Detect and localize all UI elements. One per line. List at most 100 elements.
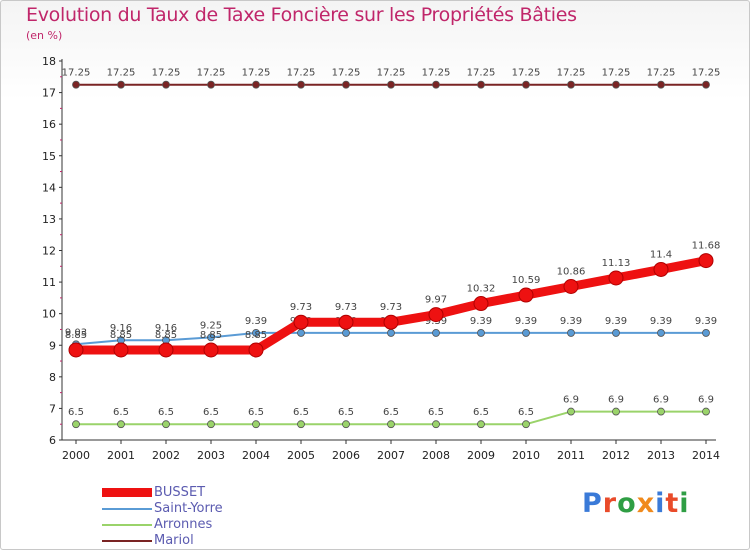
- y-tick-label: 6: [49, 434, 56, 447]
- data-point: [432, 329, 440, 337]
- data-point: [203, 342, 219, 358]
- legend-label: Mariol: [154, 533, 194, 548]
- data-label: 9.39: [560, 316, 582, 327]
- data-label: 6.5: [338, 407, 354, 418]
- data-label: 10.32: [467, 284, 496, 295]
- data-point: [608, 270, 624, 286]
- data-label: 17.25: [647, 68, 676, 79]
- x-tick-label: 2009: [467, 449, 495, 462]
- data-label: 6.5: [293, 407, 309, 418]
- data-point: [297, 420, 305, 429]
- x-tick-label: 2006: [332, 449, 360, 462]
- data-point: [207, 333, 215, 342]
- data-point: [702, 80, 710, 89]
- logo-letter: t: [665, 488, 680, 519]
- proxiti-logo: Proxiti: [582, 488, 690, 519]
- series-mariol: 17.25 17.25 17.25 17.25 17.25 17.25 17.25 17.25…: [62, 68, 721, 89]
- data-label: 17.25: [332, 68, 361, 79]
- data-point: [207, 420, 215, 429]
- y-tick-label: 10: [42, 308, 56, 321]
- y-tick-label: 18: [42, 55, 56, 68]
- logo-letter: i: [679, 488, 690, 519]
- data-label: 6.5: [248, 407, 264, 418]
- data-point: [162, 80, 170, 89]
- logo-letter: x: [636, 488, 656, 519]
- y-tick-label: 11: [42, 276, 56, 289]
- data-point: [72, 420, 80, 429]
- series-arronnes: 6.5 6.5 6.5 6.5 6.5 6.5 6.5 6.5 6.5 6.5 6.5 6.9 6.9 6…: [68, 395, 714, 429]
- data-label: 8.85: [245, 330, 267, 341]
- data-label: 6.9: [563, 395, 579, 406]
- y-tick-label: 9: [49, 339, 56, 352]
- data-label: 17.25: [377, 68, 406, 79]
- data-label: 17.25: [467, 68, 496, 79]
- data-label: 6.5: [203, 407, 219, 418]
- data-point: [477, 420, 485, 429]
- data-point: [297, 329, 305, 337]
- data-label: 17.25: [242, 68, 271, 79]
- data-label: 10.86: [557, 267, 586, 278]
- logo-letter: r: [602, 488, 618, 519]
- data-label: 6.5: [158, 407, 174, 418]
- legend-label: Arronnes: [154, 517, 213, 532]
- data-point: [428, 307, 444, 323]
- data-label: 9.39: [470, 316, 492, 327]
- data-label: 8.85: [155, 330, 177, 341]
- data-point: [612, 329, 620, 337]
- data-label: 9.03: [65, 327, 87, 338]
- data-label: 17.25: [152, 68, 181, 79]
- data-label: 9.73: [380, 302, 402, 313]
- data-label: 9.16: [155, 323, 177, 334]
- data-label: 17.25: [692, 68, 721, 79]
- data-label: 8.85: [110, 330, 132, 341]
- y-tick-label: 16: [42, 118, 56, 131]
- x-tick-label: 2008: [422, 449, 450, 462]
- data-label: 9.16: [110, 323, 132, 334]
- logo-letter: i: [655, 488, 666, 519]
- data-point: [653, 261, 669, 277]
- x-tick-label: 2004: [242, 449, 270, 462]
- data-label: 17.25: [512, 68, 541, 79]
- data-point: [252, 80, 260, 89]
- x-tick-label: 2011: [557, 449, 585, 462]
- legend-swatch: [102, 488, 152, 497]
- data-label: 9.39: [650, 316, 672, 327]
- data-label: 6.5: [518, 407, 534, 418]
- data-label: 17.25: [422, 68, 451, 79]
- data-point: [248, 342, 264, 358]
- data-point: [297, 80, 305, 89]
- data-point: [293, 314, 309, 330]
- data-point: [657, 329, 665, 337]
- data-point: [383, 314, 399, 330]
- data-point: [113, 342, 129, 358]
- data-point: [657, 407, 665, 416]
- data-label: 17.25: [197, 68, 226, 79]
- data-point: [567, 80, 575, 89]
- data-label: 17.25: [107, 68, 136, 79]
- logo-letter: o: [617, 488, 637, 519]
- chart-title: Evolution du Taux de Taxe Foncière sur l…: [26, 4, 577, 26]
- legend-label: BUSSET: [154, 485, 206, 500]
- data-label: 6.5: [113, 407, 129, 418]
- data-label: 8.85: [65, 330, 87, 341]
- x-tick-label: 2007: [377, 449, 405, 462]
- data-point: [252, 420, 260, 429]
- data-label: 6.9: [608, 395, 624, 406]
- data-point: [698, 253, 714, 269]
- data-label: 17.25: [62, 68, 91, 79]
- data-point: [432, 80, 440, 89]
- data-label: 11.68: [692, 241, 721, 252]
- chart-subtitle: (en %): [26, 29, 63, 42]
- data-point: [117, 420, 125, 429]
- data-point: [473, 296, 489, 312]
- data-point: [342, 329, 350, 337]
- data-point: [342, 420, 350, 429]
- data-label: 6.9: [698, 395, 714, 406]
- data-label: 17.25: [602, 68, 631, 79]
- x-tick-label: 2001: [107, 449, 135, 462]
- x-tick-label: 2014: [692, 449, 720, 462]
- data-label: 11.4: [650, 249, 672, 260]
- series-busset: 8.85 8.85 8.85 8.85 8.85 9.73 9.73 9.73 9.97 10.3…: [65, 241, 721, 358]
- y-tick-label: 8: [49, 371, 56, 384]
